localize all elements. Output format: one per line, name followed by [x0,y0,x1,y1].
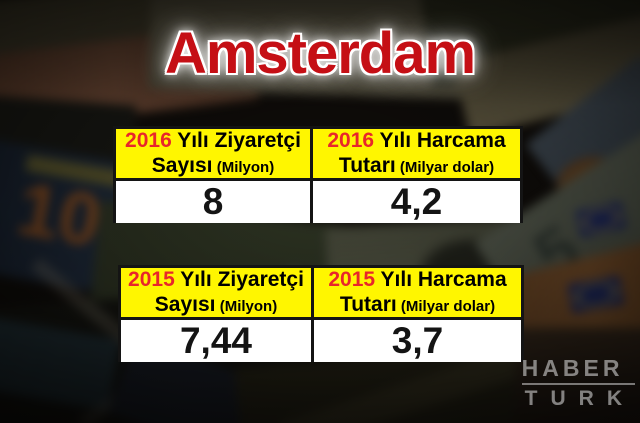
header-subtitle: Tutarı [339,292,397,316]
unit-label: (Milyar dolar) [399,158,495,176]
header-line2: Sayısı (Milyon) [152,154,274,178]
haberturk-logo: HABER TURK [521,355,635,410]
table-2015-visitors-value: 7,44 [121,320,311,362]
value-text: 7,44 [179,320,252,361]
logo-divider [521,383,635,385]
table-2016: 2016 Yılı Ziyaretçi Sayısı (Milyon) 2016 Yı… [113,126,523,223]
unit-label: (Milyon) [216,158,275,176]
header-title: Yılı Harcama [380,268,507,292]
header-line2: Tutarı (Milyar dolar) [339,154,494,178]
header-line2: Tutarı (Milyar dolar) [340,293,495,317]
header-subtitle: Sayısı [154,292,216,316]
unit-label: (Milyon) [219,297,278,315]
year-label: 2016 [327,129,375,153]
header-line1: 2015 Yılı Harcama [328,268,506,292]
table-2016-spending-header: 2016 Yılı Harcama Tutarı (Milyar dolar) [313,129,520,178]
value-text: 8 [202,181,224,222]
header-line1: 2015 Yılı Ziyaretçi [128,268,304,292]
header-line2: Sayısı (Milyon) [155,293,277,317]
year-label: 2015 [328,268,376,292]
year-label: 2016 [125,129,172,153]
value-text: 4,2 [390,181,443,222]
logo-turk-text: TURK [524,387,635,410]
value-text: 3,7 [391,320,444,361]
unit-label: (Milyar dolar) [400,297,496,315]
table-2016-visitors-value: 8 [116,181,310,223]
header-title: Yılı Ziyaretçi [177,129,301,153]
table-2015-spending-value: 3,7 [314,320,521,362]
table-2015-spending-header: 2015 Yılı Harcama Tutarı (Milyar dolar) [314,268,521,317]
page-title: Amsterdam [164,21,476,86]
header-subtitle: Tutarı [338,153,396,177]
table-2015: 2015 Yılı Ziyaretçi Sayısı (Milyon) 2015 Yı… [118,265,524,362]
logo-haber-text: HABER [521,355,624,381]
table-2016-visitors-header: 2016 Yılı Ziyaretçi Sayısı (Milyon) [116,129,310,178]
header-subtitle: Sayısı [151,153,213,177]
header-line1: 2016 Yılı Ziyaretçi [125,129,301,153]
header-line1: 2016 Yılı Harcama [327,129,505,153]
table-2015-visitors-header: 2015 Yılı Ziyaretçi Sayısı (Milyon) [121,268,311,317]
header-title: Yılı Harcama [379,129,506,153]
header-title: Yılı Ziyaretçi [180,268,304,292]
table-2016-spending-value: 4,2 [313,181,520,223]
year-label: 2015 [128,268,175,292]
